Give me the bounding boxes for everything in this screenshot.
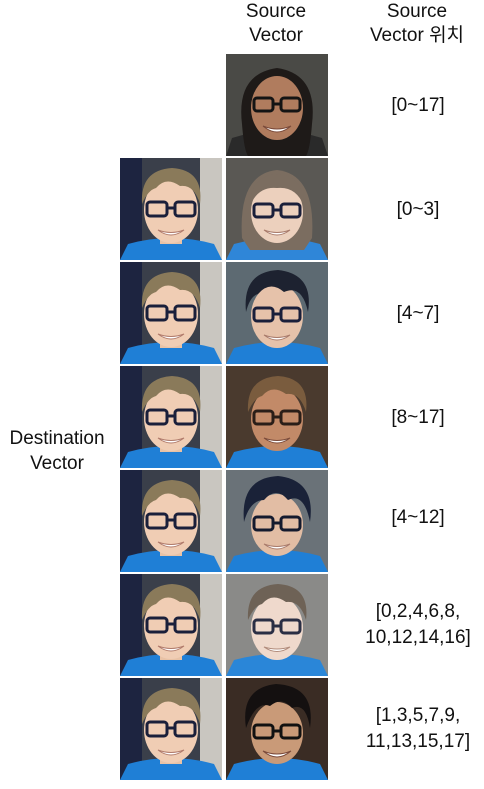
position-label: [0,2,4,6,8, 10,12,14,16] [352, 599, 484, 651]
source-position-label: [0~17] [352, 93, 484, 119]
boy-glasses-icon [120, 262, 222, 364]
woman-glasses-icon [226, 54, 328, 156]
position-label: [1,3,5,7,9, 11,13,15,17] [352, 703, 484, 755]
result-face-image [226, 678, 328, 780]
destination-face-image [120, 366, 222, 468]
result-face-image [226, 366, 328, 468]
boy-glasses-icon [120, 470, 222, 572]
result-face-image [226, 262, 328, 364]
result-face-image [226, 574, 328, 676]
destination-vector-label: Destination Vector [0, 426, 114, 476]
boy-glasses-icon [120, 366, 222, 468]
result-face-long-hair-icon [226, 158, 328, 260]
destination-face-image [120, 678, 222, 780]
position-label: [4~7] [352, 301, 484, 327]
destination-face-image [120, 470, 222, 572]
source-vector-position-header: Source Vector 위치 [352, 0, 482, 48]
result-face-dark-hair-icon [226, 262, 328, 364]
boy-glasses-icon [120, 678, 222, 780]
boy-glasses-icon [120, 158, 222, 260]
position-label: [8~17] [352, 405, 484, 431]
result-face-pale-icon [226, 574, 328, 676]
source-vector-header: Source Vector [226, 0, 326, 48]
destination-face-image [120, 574, 222, 676]
boy-glasses-icon [120, 574, 222, 676]
source-face-image [226, 54, 328, 156]
position-label: [4~12] [352, 505, 484, 531]
position-label: [0~3] [352, 197, 484, 223]
destination-face-image [120, 262, 222, 364]
result-face-tan-skin-icon [226, 366, 328, 468]
result-face-image [226, 158, 328, 260]
result-face-curly-dark-icon [226, 678, 328, 780]
destination-face-image [120, 158, 222, 260]
result-face-image [226, 470, 328, 572]
result-face-dark-hair-2-icon [226, 470, 328, 572]
